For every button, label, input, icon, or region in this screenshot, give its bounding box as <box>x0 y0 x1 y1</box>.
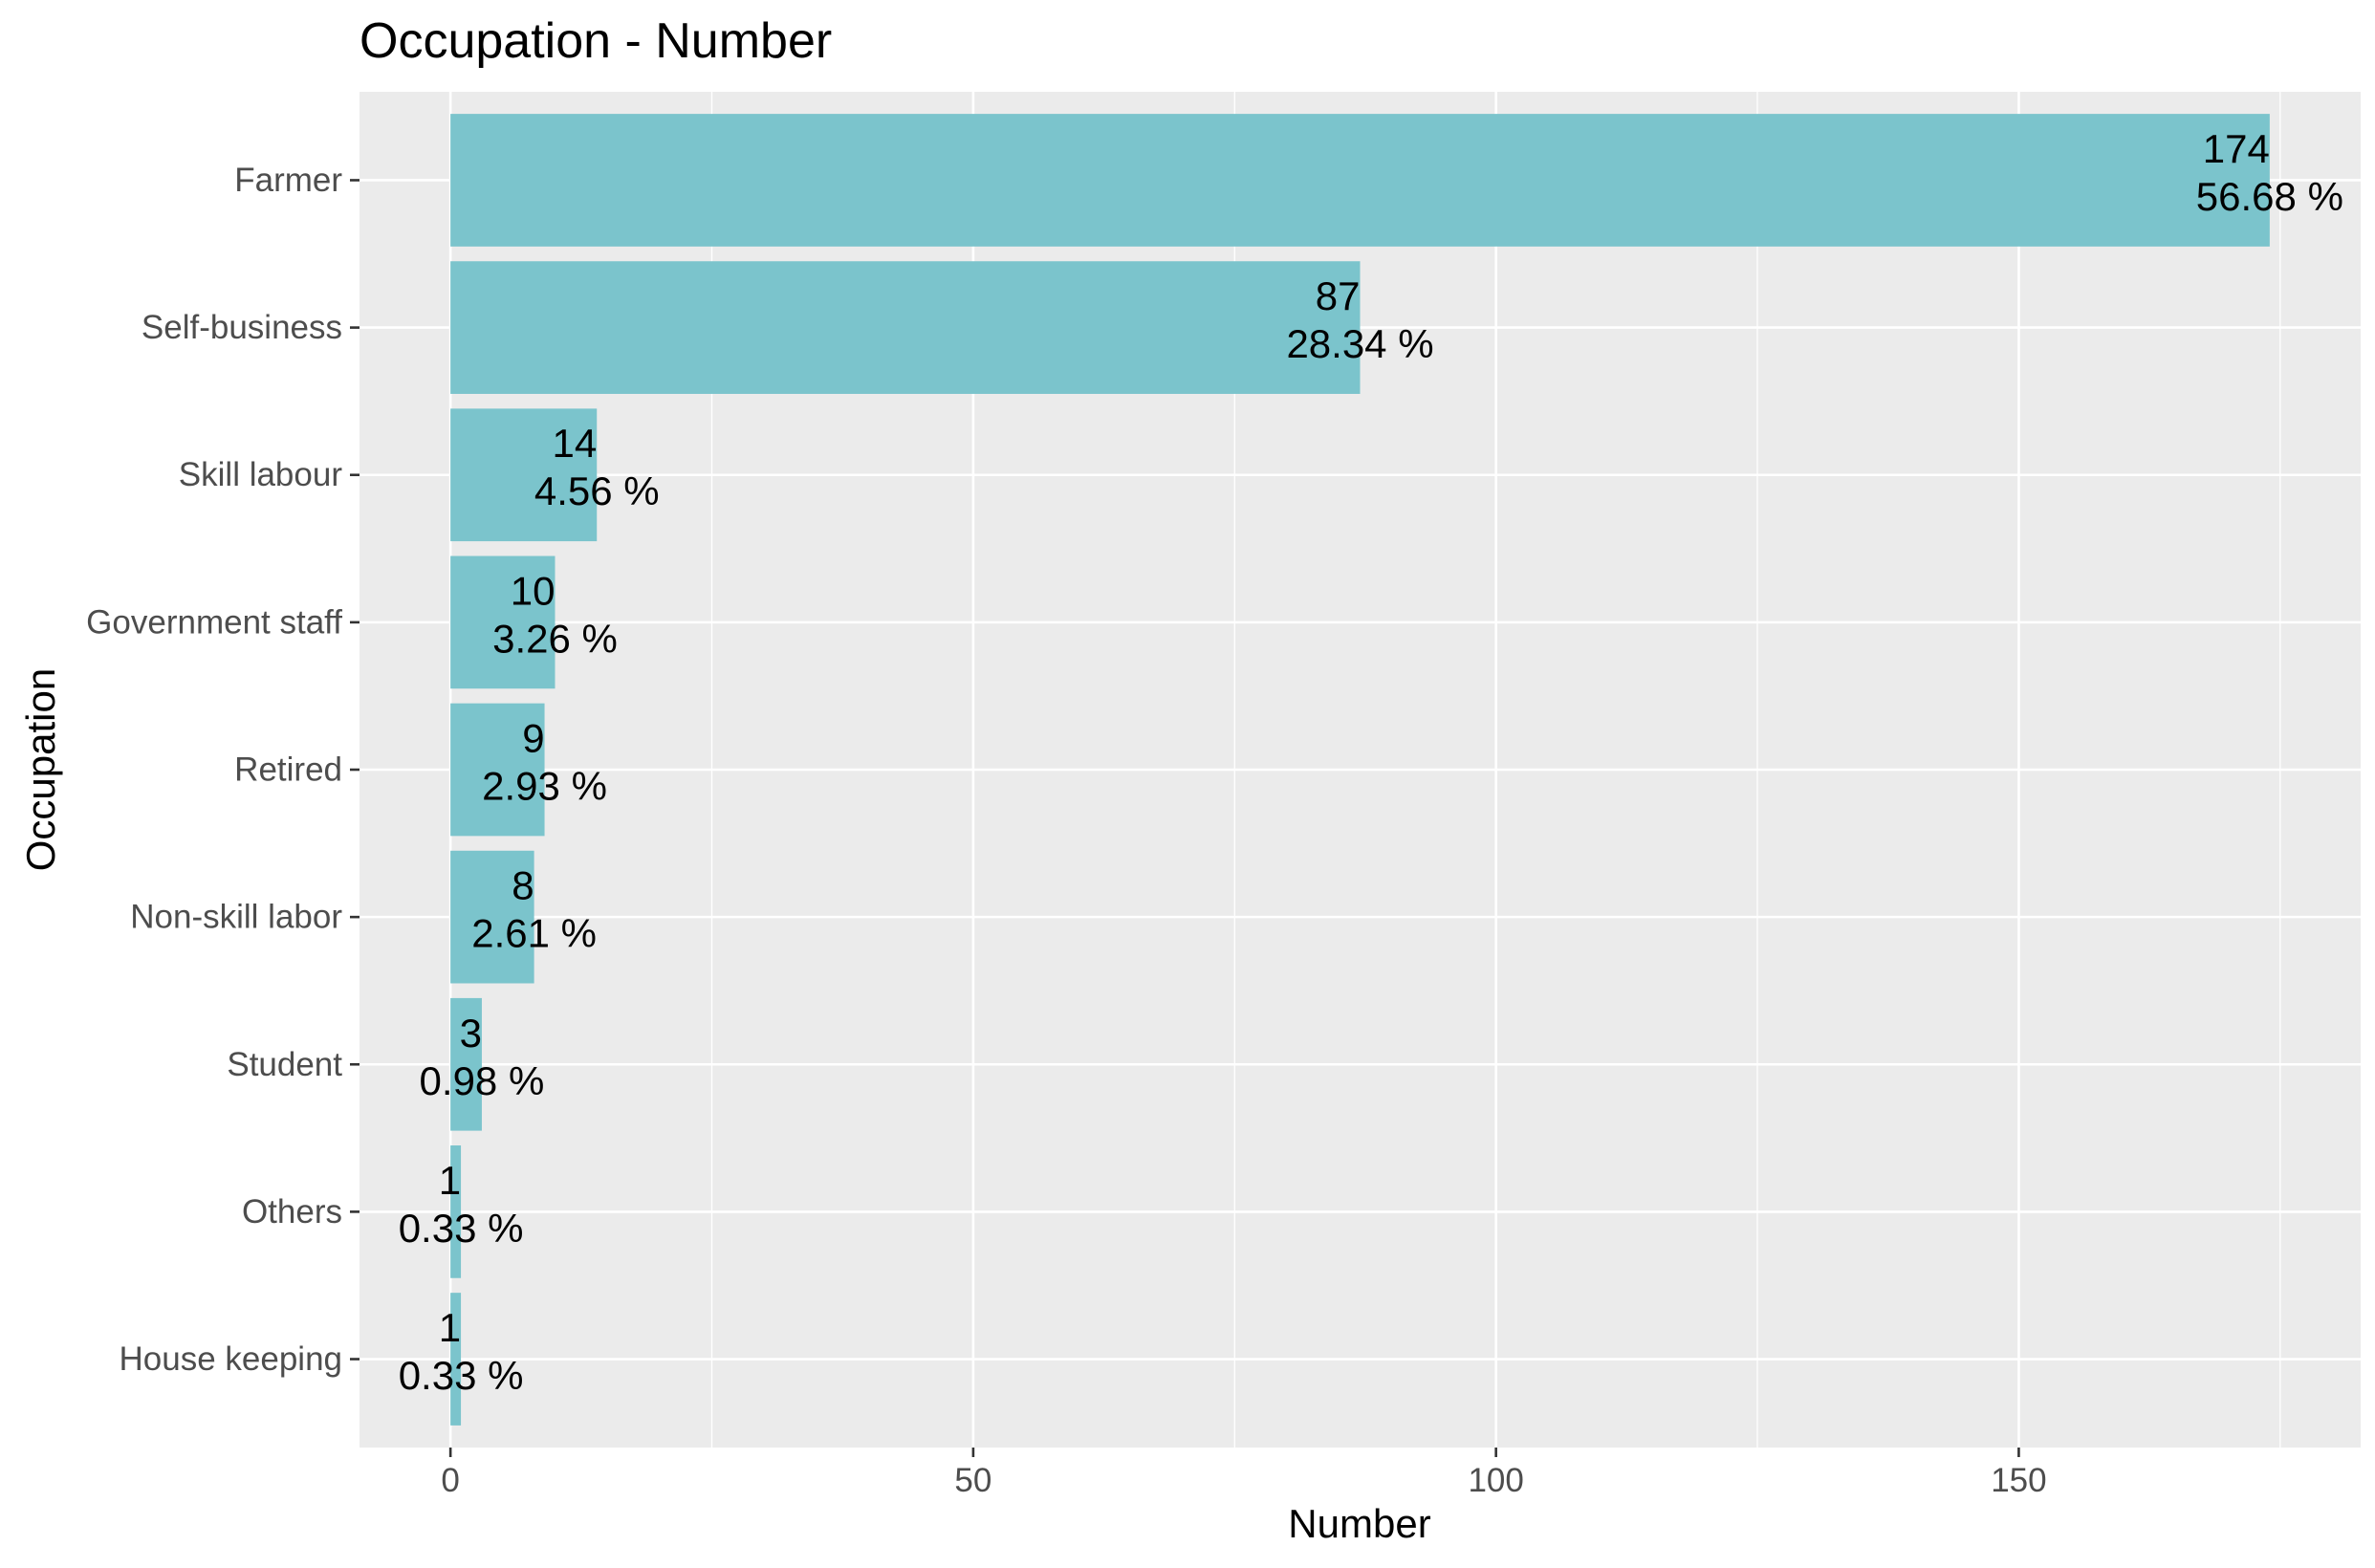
data-labels: 174 56.68 % 87 28.34 % 14 4.56 % 10 3.26 % 9 2.93… <box>399 126 2343 1398</box>
bar <box>450 555 556 689</box>
data-label-percent: 4.56 % <box>534 468 660 513</box>
x-tick-label: 100 <box>1468 1462 1523 1499</box>
y-axis: Farmer Self-business Skill labour Governmen… <box>86 162 360 1378</box>
bars <box>450 114 2270 1426</box>
y-tick-label: Student <box>227 1046 342 1083</box>
data-label: 1 0.33 % <box>399 1158 524 1251</box>
data-label: 8 2.61 % <box>471 863 597 956</box>
data-label-percent: 0.33 % <box>399 1353 524 1398</box>
data-label-percent: 3.26 % <box>492 616 618 661</box>
y-tick-label: Others <box>242 1193 342 1230</box>
x-axis: 0 50 100 150 <box>441 1448 2047 1499</box>
data-label: 174 56.68 % <box>2196 126 2343 219</box>
x-axis-title: Number <box>1288 1501 1430 1546</box>
data-label: 10 3.26 % <box>492 568 618 661</box>
data-label-count: 8 <box>512 863 534 908</box>
data-label: 14 4.56 % <box>534 421 660 513</box>
data-label-count: 1 <box>439 1305 461 1350</box>
data-label-count: 14 <box>553 421 598 466</box>
y-tick-label: Self-business <box>142 309 342 346</box>
data-label: 9 2.93 % <box>482 716 607 809</box>
bar <box>450 850 534 984</box>
y-tick-label: Skill labour <box>179 456 343 493</box>
data-label-count: 1 <box>439 1158 461 1203</box>
y-tick-label: Farmer <box>234 162 342 199</box>
x-tick-label: 0 <box>441 1462 459 1499</box>
bar <box>450 114 2270 247</box>
bar <box>450 703 545 837</box>
data-label-count: 174 <box>2203 126 2270 171</box>
bar <box>450 997 482 1131</box>
data-label-count: 9 <box>522 716 544 761</box>
y-tick-label: Government staff <box>86 603 342 641</box>
data-label-percent: 0.33 % <box>399 1206 524 1251</box>
data-label-count: 10 <box>511 568 556 613</box>
data-label-percent: 2.93 % <box>482 764 607 809</box>
bar <box>450 408 598 542</box>
data-label-percent: 28.34 % <box>1286 321 1433 366</box>
data-label-percent: 0.98 % <box>420 1058 545 1103</box>
data-label: 1 0.33 % <box>399 1305 524 1398</box>
x-tick-label: 50 <box>954 1462 991 1499</box>
data-label: 87 28.34 % <box>1286 273 1433 366</box>
bar <box>450 261 1361 394</box>
y-tick-label: Retired <box>234 751 342 789</box>
chart-title: Occupation - Number <box>360 13 832 69</box>
data-label: 3 0.98 % <box>420 1011 545 1103</box>
data-label-count: 3 <box>460 1011 482 1056</box>
bar <box>450 1293 462 1426</box>
data-label-percent: 2.61 % <box>471 911 597 956</box>
y-axis-title: Occupation <box>18 668 63 871</box>
bar <box>450 1145 462 1278</box>
data-label-count: 87 <box>1316 273 1361 318</box>
x-tick-label: 150 <box>1991 1462 2046 1499</box>
y-tick-label: House keeping <box>120 1340 343 1378</box>
data-label-percent: 56.68 % <box>2196 174 2343 219</box>
y-tick-label: Non-skill labor <box>130 899 342 936</box>
